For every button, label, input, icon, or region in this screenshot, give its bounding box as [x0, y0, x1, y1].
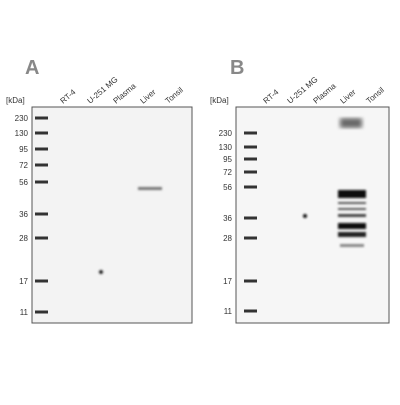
- bands: [99, 118, 366, 274]
- marker-label: 72: [19, 161, 28, 170]
- marker-band: [35, 236, 48, 240]
- marker-label: 95: [19, 145, 28, 154]
- marker-label: 130: [15, 129, 29, 138]
- panel-label: A: [25, 57, 39, 79]
- lane-label: Tonsil: [164, 85, 186, 105]
- marker-label: 28: [19, 234, 28, 243]
- marker-label: 11: [224, 307, 233, 316]
- lane-label: Liver: [139, 87, 158, 105]
- panel-label: B: [230, 57, 244, 79]
- marker-band: [35, 310, 48, 314]
- lane-label: RT-4: [59, 87, 78, 105]
- marker-label: 17: [19, 277, 28, 286]
- marker-label: 28: [223, 234, 232, 243]
- marker-band: [244, 157, 257, 161]
- lane-label: RT-4: [262, 87, 281, 105]
- marker-label: 56: [223, 183, 232, 192]
- marker-label: 130: [219, 143, 233, 152]
- marker-label: 17: [223, 277, 232, 286]
- marker-band: [35, 147, 48, 151]
- marker-label: 72: [223, 168, 232, 177]
- blot-a: [31, 106, 193, 324]
- unit-label: [kDa]: [6, 96, 25, 105]
- marker-label: 95: [223, 155, 232, 164]
- marker-band: [244, 216, 257, 220]
- marker-label: 11: [20, 308, 29, 317]
- marker-band: [35, 163, 48, 167]
- marker-band: [35, 131, 48, 135]
- marker-band: [35, 180, 48, 184]
- marker-label: 230: [15, 114, 29, 123]
- marker-band: [244, 185, 257, 189]
- marker-band: [244, 309, 257, 313]
- marker-band: [35, 279, 48, 283]
- marker-label: 56: [19, 178, 28, 187]
- marker-band: [35, 212, 48, 216]
- lane-label: Liver: [339, 87, 358, 105]
- marker-label: 36: [19, 210, 28, 219]
- marker-band: [244, 131, 257, 135]
- blot-b: [235, 106, 390, 324]
- marker-band: [35, 116, 48, 120]
- marker-band: [244, 279, 257, 283]
- marker-label: 230: [219, 129, 233, 138]
- marker-band: [244, 236, 257, 240]
- unit-label: [kDa]: [210, 96, 229, 105]
- marker-band: [244, 170, 257, 174]
- lane-label: Tonsil: [365, 85, 387, 105]
- marker-label: 36: [223, 214, 232, 223]
- marker-band: [244, 145, 257, 149]
